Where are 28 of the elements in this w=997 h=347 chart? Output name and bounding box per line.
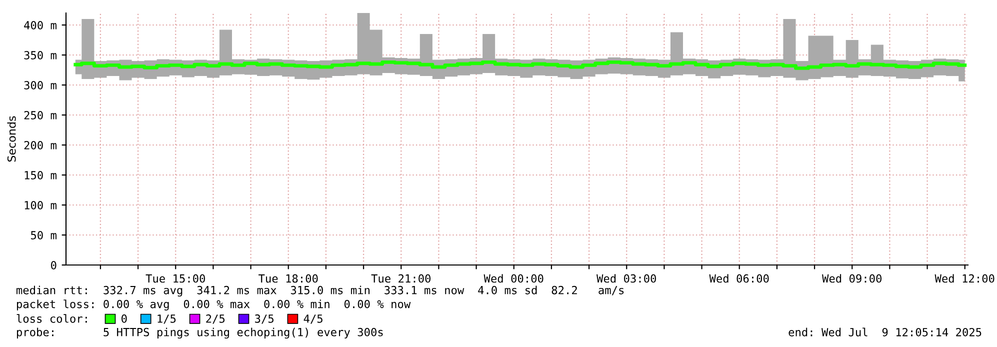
y-tick-label: 350 m <box>24 51 56 60</box>
legend-label: 2/5 <box>206 314 225 324</box>
x-tick-label: Tue 21:00 <box>371 274 430 283</box>
y-tick-label: 50 m <box>30 231 56 240</box>
x-tick-label: Tue 15:00 <box>146 274 205 283</box>
y-tick-label: 150 m <box>24 171 56 180</box>
y-tick-label: 100 m <box>24 201 56 210</box>
x-tick-label: Wed 00:00 <box>484 274 544 283</box>
legend-label: 1/5 <box>158 314 176 324</box>
x-tick-label: Wed 06:00 <box>709 274 769 283</box>
x-tick-label: Wed 03:00 <box>596 274 656 283</box>
text: end: Wed Jul 9 12:05:14 2025 <box>788 328 982 336</box>
x-tick-label: Wed 12:00 <box>934 274 994 283</box>
y-tick-label: 300 m <box>24 81 56 90</box>
y-axis-title: Seconds <box>7 116 16 162</box>
x-tick-label: Tue 18:00 <box>258 274 318 283</box>
legend-title: loss color: <box>16 314 87 323</box>
x-tick-label: Wed 09:00 <box>822 274 882 283</box>
y-tick-label: 200 m <box>24 141 56 150</box>
text: packet loss: 0.00 % avg 0.00 % max 0.00 % min 0.00 % now <box>16 300 411 310</box>
legend-label: 4/5 <box>304 314 322 324</box>
y-tick-label: 400 m <box>24 21 56 30</box>
text: median rtt: 332.7 ms avg 341.2 ms max 315.0 ms min 333.1 ms now 4.0 ms sd 82.2 am/s <box>16 286 624 297</box>
y-tick-label: 0 <box>51 261 56 270</box>
legend-label: 3/5 <box>255 314 274 324</box>
y-tick-label: 250 m <box>24 111 56 120</box>
text: probe: 5 HTTPS pings using echoping(1) every 300s <box>16 328 383 339</box>
legend-label: 0 <box>122 314 127 323</box>
